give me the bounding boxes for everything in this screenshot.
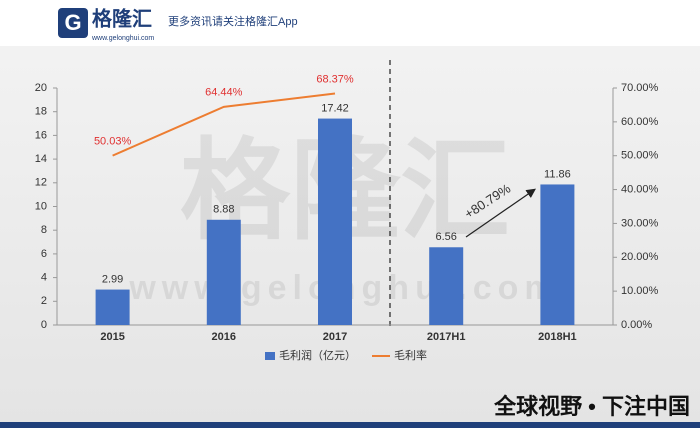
footer-strip (0, 422, 700, 428)
y2-tick-label: 50.00% (621, 150, 659, 162)
x-tick-label: 2016 (212, 331, 236, 343)
bar (540, 184, 575, 325)
y-tick-label: 16 (35, 129, 47, 141)
y-tick-label: 10 (35, 200, 47, 212)
x-tick-label: 2017 (323, 331, 347, 343)
x-tick-label: 2015 (100, 331, 124, 343)
line-label: 50.03% (94, 136, 132, 148)
bar-label: 2.99 (102, 273, 123, 285)
y2-tick-label: 70.00% (621, 82, 659, 94)
bar-label: 17.42 (321, 102, 349, 114)
x-tick-label: 2017H1 (427, 331, 466, 343)
y-tick-label: 18 (35, 106, 47, 118)
legend-swatch (265, 352, 275, 360)
line (112, 92, 336, 157)
bar-label: 6.56 (435, 231, 456, 243)
slogan: 更多资讯请关注格隆汇App (168, 14, 298, 28)
y2-tick-label: 20.00% (621, 251, 659, 263)
legend-label: 毛利润（亿元） (279, 348, 356, 362)
header-bar (0, 0, 700, 46)
line-label: 64.44% (205, 87, 243, 99)
bar (429, 247, 464, 325)
y2-tick-label: 40.00% (621, 183, 659, 195)
bar (318, 118, 352, 325)
bar-label: 8.88 (213, 204, 234, 216)
logo-icon (58, 8, 88, 38)
bar (206, 219, 241, 325)
y-tick-label: 8 (41, 224, 47, 236)
y2-tick-label: 10.00% (621, 285, 659, 297)
footer-text: 全球视野 • 下注中国 (493, 394, 690, 419)
bar-label: 11.86 (544, 168, 571, 180)
y-tick-label: 4 (41, 272, 47, 284)
line-label: 68.37% (316, 73, 354, 85)
y-tick-label: 0 (41, 319, 47, 331)
annotation-arrow (465, 188, 536, 238)
y-tick-label: 20 (35, 82, 47, 94)
logo-text: 格隆汇 (92, 6, 152, 30)
x-tick-label: 2018H1 (538, 331, 577, 343)
y-tick-label: 12 (35, 177, 47, 189)
y-tick-label: 2 (41, 295, 47, 307)
y2-tick-label: 60.00% (621, 116, 659, 128)
y-tick-label: 14 (35, 153, 47, 165)
logo-url: www.gelonghui.com (91, 35, 154, 42)
y-tick-label: 6 (41, 248, 47, 260)
legend-label: 毛利率 (394, 348, 427, 362)
y2-tick-label: 30.00% (621, 217, 659, 229)
logo-g: G (64, 10, 81, 35)
bar (95, 289, 130, 325)
y2-tick-label: 0.00% (621, 319, 652, 331)
